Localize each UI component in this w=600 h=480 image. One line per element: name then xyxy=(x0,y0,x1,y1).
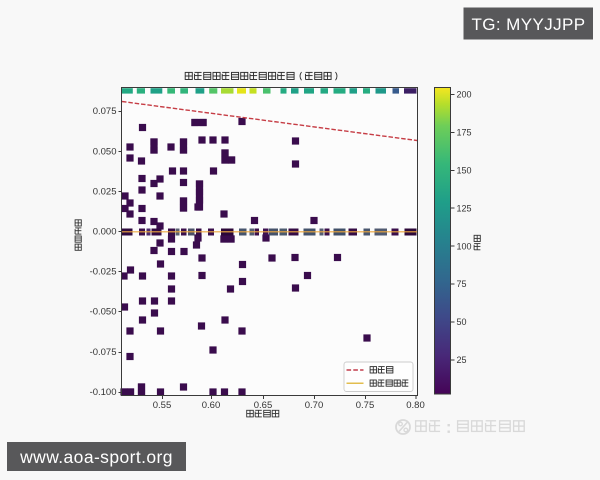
svg-text:25: 25 xyxy=(457,355,467,365)
svg-text:0.000: 0.000 xyxy=(93,227,117,238)
svg-text:-0.075: -0.075 xyxy=(90,347,117,358)
svg-text:150: 150 xyxy=(457,166,472,176)
svg-text:-0.050: -0.050 xyxy=(90,307,117,318)
svg-text:TG: MYYJJPP: TG: MYYJJPP xyxy=(472,15,586,34)
svg-text:0.050: 0.050 xyxy=(93,147,117,158)
svg-text:www.aoa-sport.org: www.aoa-sport.org xyxy=(19,447,173,467)
svg-text:0.80: 0.80 xyxy=(406,400,425,411)
svg-text:100: 100 xyxy=(457,241,472,251)
svg-text:125: 125 xyxy=(457,203,472,213)
svg-text:200: 200 xyxy=(457,90,472,100)
svg-text:0.65: 0.65 xyxy=(254,400,273,411)
svg-text:0.75: 0.75 xyxy=(356,400,375,411)
svg-text:175: 175 xyxy=(457,128,472,138)
svg-text:0.075: 0.075 xyxy=(93,106,117,117)
svg-text:0.025: 0.025 xyxy=(93,187,117,198)
svg-text:0.60: 0.60 xyxy=(202,400,221,411)
svg-text:50: 50 xyxy=(457,317,467,327)
svg-text:-0.100: -0.100 xyxy=(90,387,117,398)
svg-text:0.70: 0.70 xyxy=(305,400,324,411)
svg-text:-0.025: -0.025 xyxy=(90,267,117,278)
svg-text:0.55: 0.55 xyxy=(153,400,172,411)
svg-text:75: 75 xyxy=(457,279,467,289)
